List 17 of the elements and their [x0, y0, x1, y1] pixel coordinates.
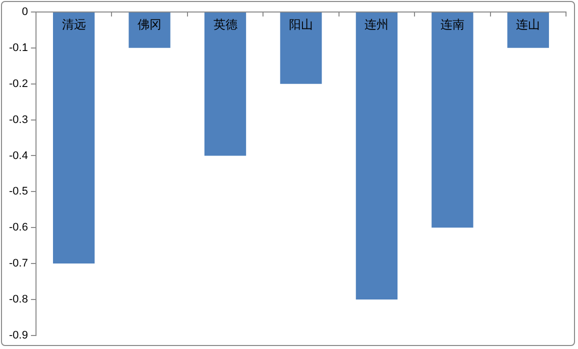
y-tick-label: -0.2 — [8, 78, 28, 90]
x-tick-label: 连州 — [364, 17, 389, 32]
x-tick-label: 英德 — [213, 17, 238, 32]
y-tick-label: -0.3 — [8, 114, 28, 126]
y-tick-label: -0.1 — [8, 42, 28, 54]
y-tick-label: -0.8 — [8, 294, 28, 306]
x-tick-label: 连南 — [440, 17, 464, 32]
x-tick-label: 连山 — [516, 17, 540, 32]
y-tick-label: 0 — [22, 6, 28, 18]
y-tick-label: -0.7 — [8, 258, 28, 270]
x-tick-label: 佛冈 — [138, 17, 162, 32]
y-tick-label: -0.6 — [8, 222, 28, 234]
x-tick-label: 清远 — [62, 17, 86, 32]
y-tick-label: -0.9 — [8, 329, 28, 342]
x-tick-label: 阳山 — [288, 17, 313, 32]
y-tick-label: -0.5 — [8, 186, 28, 198]
y-tick-label: -0.4 — [8, 150, 28, 162]
